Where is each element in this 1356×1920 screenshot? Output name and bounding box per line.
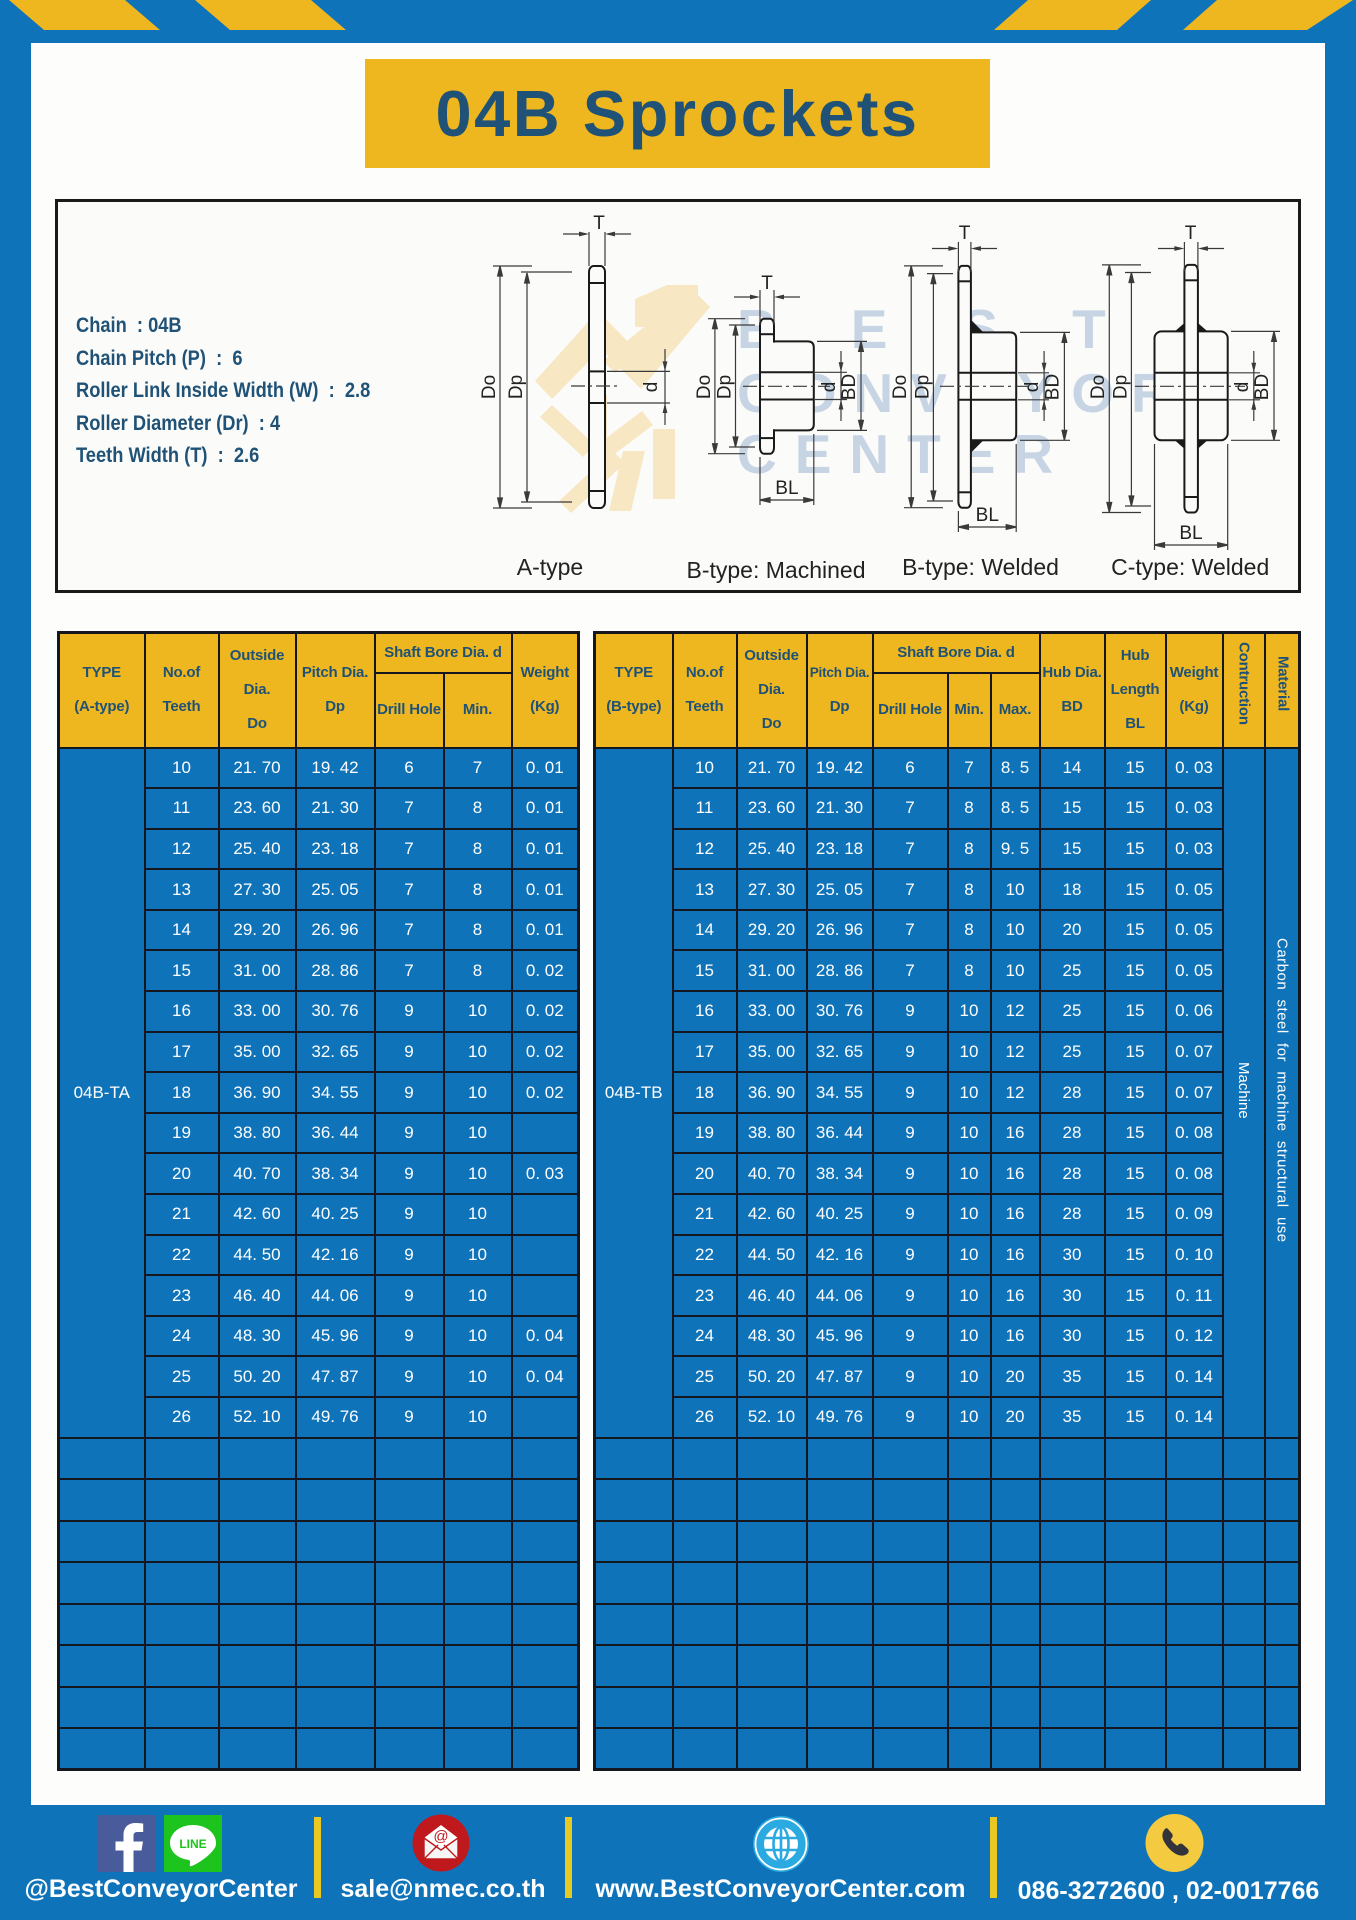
svg-text:Do: Do xyxy=(479,375,500,399)
svg-text:BD: BD xyxy=(1043,374,1064,400)
svg-text:LINE: LINE xyxy=(179,1837,206,1851)
svg-text:T: T xyxy=(959,223,971,244)
svg-text:Do: Do xyxy=(1088,375,1109,399)
svg-text:@: @ xyxy=(433,1828,448,1845)
svg-text:d: d xyxy=(819,382,840,393)
svg-text:A-type: A-type xyxy=(517,554,583,580)
svg-text:Dp: Dp xyxy=(913,375,934,399)
svg-text:T: T xyxy=(593,213,605,234)
svg-text:B-type: Machined: B-type: Machined xyxy=(687,557,866,583)
svg-text:BD: BD xyxy=(839,374,860,400)
svg-text:Dp: Dp xyxy=(1111,375,1132,399)
svg-text:CENTER: CENTER xyxy=(737,423,1071,485)
svg-text:T: T xyxy=(1185,223,1197,244)
svg-text:Do: Do xyxy=(890,375,911,399)
svg-text:Do: Do xyxy=(694,375,715,399)
svg-text:Dp: Dp xyxy=(715,375,736,399)
svg-text:Dp: Dp xyxy=(506,375,527,399)
svg-text:d: d xyxy=(1022,382,1043,393)
svg-text:BD: BD xyxy=(1252,374,1273,400)
svg-text:C-type: Welded: C-type: Welded xyxy=(1111,554,1269,580)
svg-text:BL: BL xyxy=(976,505,999,526)
svg-text:B-type: Welded: B-type: Welded xyxy=(902,554,1059,580)
svg-text:T: T xyxy=(761,273,773,294)
svg-text:d: d xyxy=(641,382,662,393)
svg-text:d: d xyxy=(1232,382,1253,393)
svg-text:BL: BL xyxy=(775,478,798,499)
svg-text:BL: BL xyxy=(1179,523,1202,544)
